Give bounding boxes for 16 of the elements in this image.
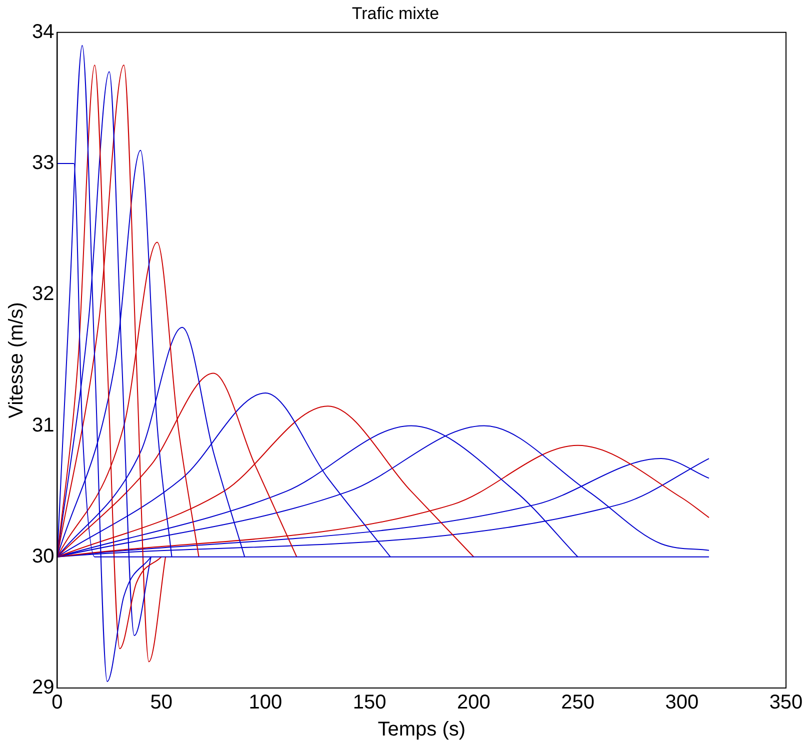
x-tick-label: 300	[665, 692, 699, 714]
x-tick-label: 350	[769, 692, 803, 714]
x-tick-label: 250	[561, 692, 594, 714]
chart-title: Trafic mixte	[352, 4, 440, 23]
y-tick-label: 34	[32, 20, 54, 43]
y-tick-label: 32	[32, 283, 54, 306]
y-tick-label: 33	[32, 152, 54, 174]
y-tick-label: 30	[32, 545, 54, 568]
x-tick-label: 150	[352, 692, 386, 714]
x-axis-title: Temps (s)	[378, 718, 466, 741]
x-tick-label: 50	[150, 692, 172, 714]
x-tick-label: 100	[248, 692, 282, 714]
y-axis-title: Vitesse (m/s)	[6, 302, 28, 418]
x-tick-label: 200	[456, 692, 490, 714]
x-tick-label: 0	[52, 692, 63, 714]
y-tick-label: 31	[32, 414, 54, 436]
